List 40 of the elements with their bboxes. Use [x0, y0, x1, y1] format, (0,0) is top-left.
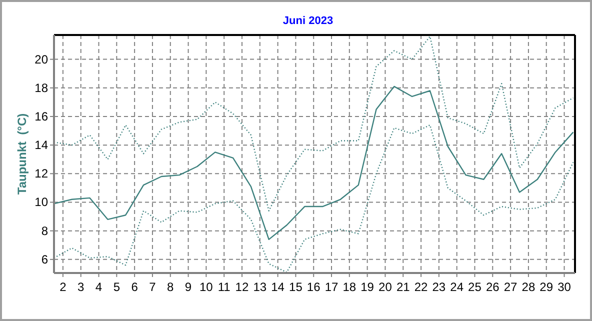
x-tick-label: 27: [504, 280, 518, 294]
x-tick-label: 9: [184, 280, 192, 294]
x-tick-label: 15: [289, 280, 303, 294]
y-tick-label: 20: [34, 52, 48, 66]
x-tick-label: 29: [540, 280, 554, 294]
x-tick-label: 5: [113, 280, 120, 294]
x-tick-label: 17: [324, 280, 339, 294]
y-tick-label: 18: [34, 80, 48, 95]
x-tick-label: 13: [253, 280, 267, 294]
x-tick-label: 20: [378, 280, 392, 294]
x-tick-label: 28: [522, 280, 536, 294]
x-tick-label: 26: [486, 280, 500, 294]
x-tick-label: 24: [450, 280, 464, 294]
x-tick-label: 14: [271, 280, 285, 294]
x-tick-label: 22: [414, 280, 428, 294]
x-tick-label: 6: [131, 280, 138, 294]
x-tick-label: 3: [78, 280, 85, 294]
y-axis-title: Taupunkt (°C): [15, 113, 29, 195]
line-series: [53, 86, 574, 240]
y-tick-label: 10: [34, 195, 48, 210]
x-tick-label: 2: [60, 280, 67, 294]
x-tick-label: 19: [360, 280, 374, 294]
y-tick-label: 14: [34, 138, 48, 152]
y-tick-label: 6: [41, 252, 48, 266]
x-tick-label: 10: [200, 280, 214, 294]
x-tick-label: 30: [558, 280, 572, 294]
x-tick-label: 7: [149, 280, 156, 294]
y-tick-label: 8: [41, 224, 48, 238]
y-tick-label: 12: [34, 166, 48, 181]
x-tick-label: 18: [342, 280, 356, 294]
x-tick-label: 12: [235, 280, 249, 294]
x-tick-label: 11: [218, 280, 231, 294]
x-tick-label: 8: [167, 280, 174, 294]
x-tick-label: 25: [468, 280, 482, 294]
chart-title: Juni 2023: [282, 15, 334, 27]
x-tick-label: 21: [396, 280, 410, 294]
y-tick-label: 16: [34, 109, 48, 124]
x-tick-label: 4: [95, 280, 102, 294]
x-tick-label: 23: [432, 280, 446, 294]
x-tick-label: 16: [306, 280, 321, 294]
